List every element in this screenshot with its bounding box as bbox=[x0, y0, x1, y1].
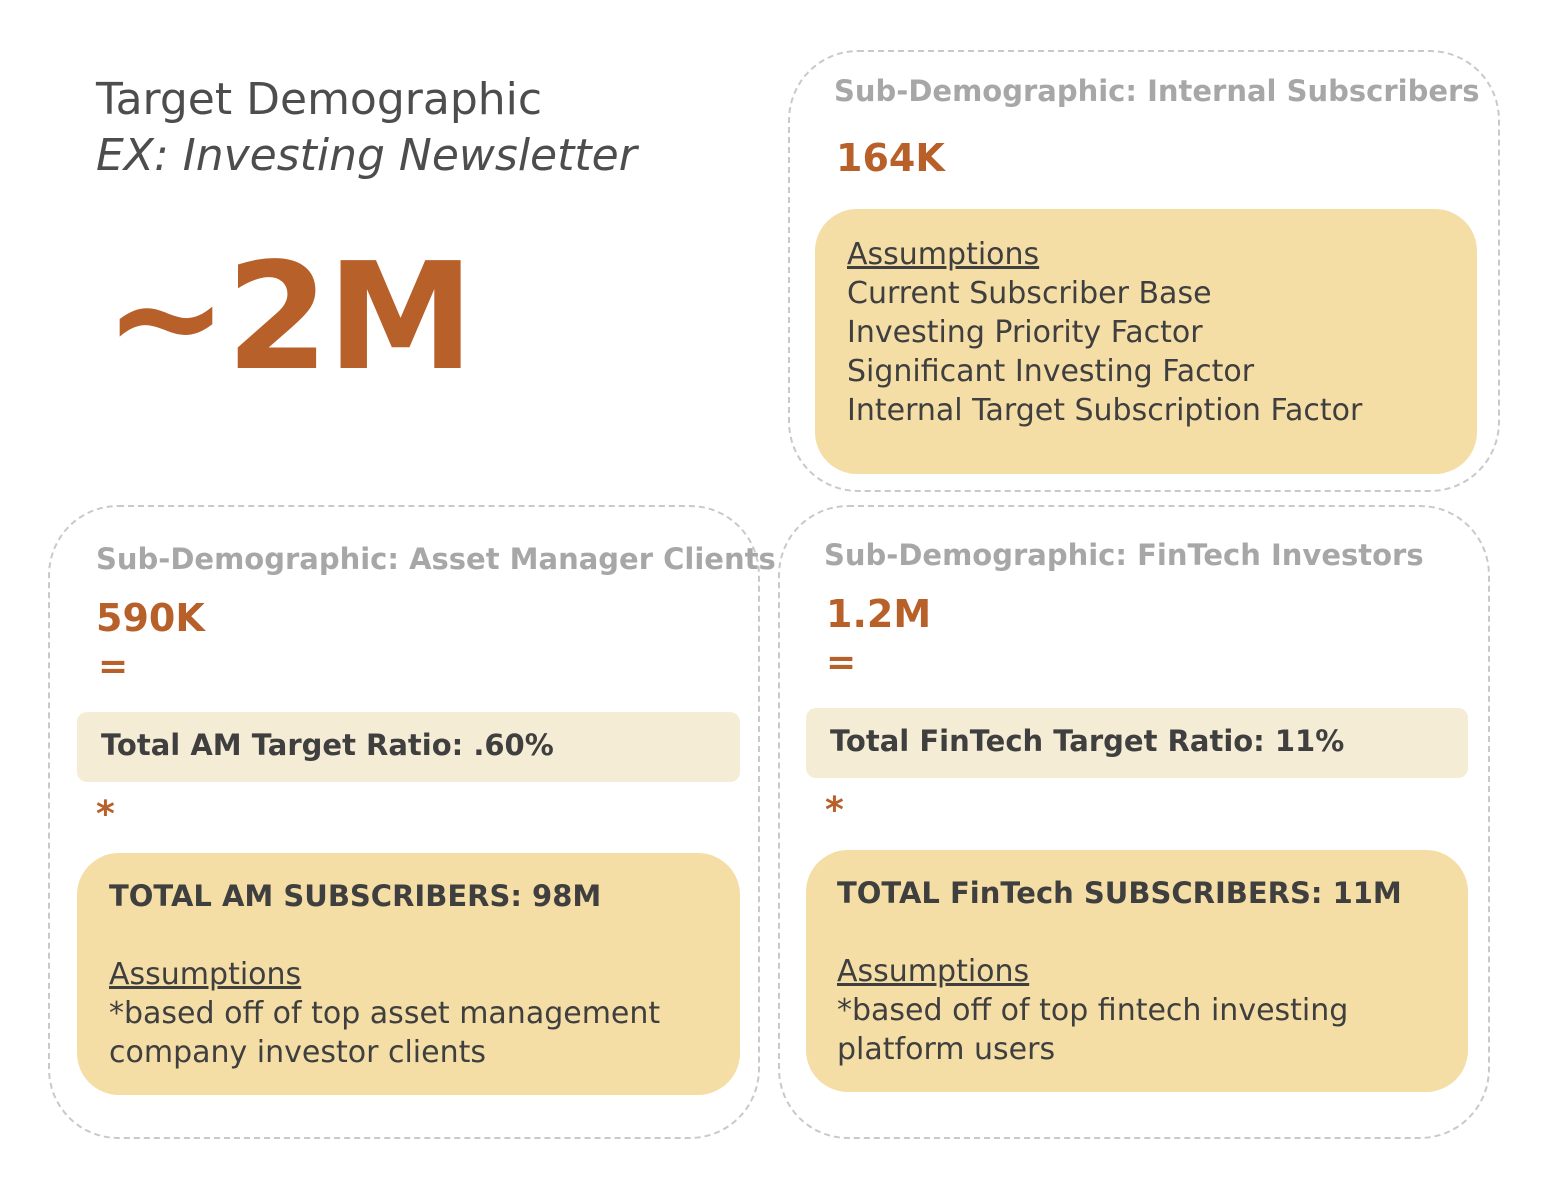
asset-total-box: TOTAL AM SUBSCRIBERS: 98M Assumptions *b… bbox=[77, 853, 740, 1095]
fintech-heading: Sub-Demographic: FinTech Investors bbox=[824, 538, 1424, 572]
page-title-block: Target Demographic EX: Investing Newslet… bbox=[96, 72, 637, 184]
internal-assumptions-label: Assumptions bbox=[847, 237, 1040, 272]
fintech-assumption-item: *based off of top fintech investing bbox=[837, 993, 1349, 1028]
asset-target-ratio: Total AM Target Ratio: .60% bbox=[77, 712, 740, 782]
fintech-assumptions-label: Assumptions bbox=[837, 954, 1030, 989]
internal-heading: Sub-Demographic: Internal Subscribers bbox=[834, 74, 1480, 108]
asset-value: 590K bbox=[96, 596, 205, 640]
asset-heading: Sub-Demographic: Asset Manager Clients bbox=[96, 542, 776, 576]
fintech-total-box: TOTAL FinTech SUBSCRIBERS: 11M Assumptio… bbox=[806, 850, 1468, 1092]
asset-assumptions-label: Assumptions bbox=[109, 957, 302, 992]
asset-multiply-sign: * bbox=[96, 794, 115, 835]
asset-assumption-item: *based off of top asset management bbox=[109, 996, 661, 1031]
asset-manager-panel bbox=[48, 505, 760, 1139]
internal-assumption-item: Internal Target Subscription Factor bbox=[847, 393, 1363, 428]
fintech-equals-sign: = bbox=[826, 642, 857, 683]
page-subtitle: EX: Investing Newsletter bbox=[96, 130, 637, 181]
total-target-value: ~2M bbox=[104, 231, 474, 403]
fintech-target-ratio: Total FinTech Target Ratio: 11% bbox=[806, 708, 1468, 778]
fintech-value: 1.2M bbox=[826, 592, 932, 636]
asset-assumption-item: company investor clients bbox=[109, 1035, 487, 1070]
internal-assumption-item: Current Subscriber Base bbox=[847, 276, 1212, 311]
fintech-panel bbox=[778, 505, 1490, 1139]
internal-value: 164K bbox=[836, 136, 945, 180]
asset-equals-sign: = bbox=[98, 646, 129, 687]
fintech-multiply-sign: * bbox=[825, 790, 844, 831]
fintech-assumption-item: platform users bbox=[837, 1032, 1056, 1067]
fintech-total-subscribers: TOTAL FinTech SUBSCRIBERS: 11M bbox=[837, 876, 1402, 910]
internal-assumption-item: Investing Priority Factor bbox=[847, 315, 1203, 350]
internal-subscribers-panel bbox=[788, 50, 1500, 492]
internal-assumption-item: Significant Investing Factor bbox=[847, 354, 1255, 389]
internal-assumptions-box: Assumptions Current Subscriber Base Inve… bbox=[815, 209, 1477, 474]
asset-total-subscribers: TOTAL AM SUBSCRIBERS: 98M bbox=[109, 879, 602, 913]
page-title: Target Demographic bbox=[96, 74, 543, 125]
